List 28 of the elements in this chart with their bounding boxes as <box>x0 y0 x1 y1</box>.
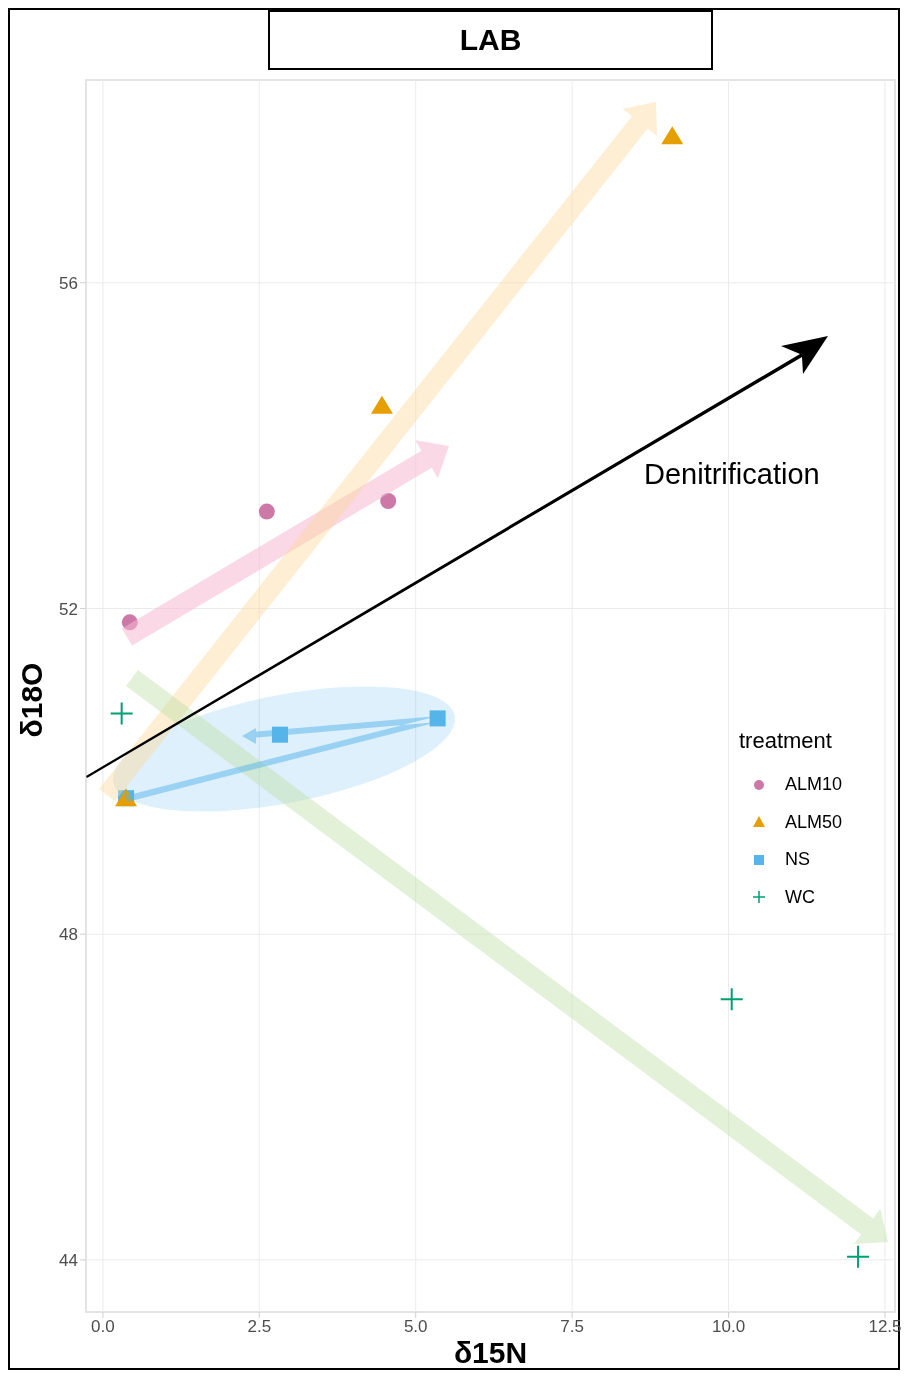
y-axis-title: δ18O <box>15 662 49 738</box>
legend-label: ALM10 <box>785 774 843 796</box>
point <box>121 614 138 631</box>
point <box>110 702 133 725</box>
legend-label: ALM50 <box>785 811 843 833</box>
legend-label: WC <box>785 886 815 908</box>
point <box>661 126 684 145</box>
x-tick-label: 5.0 <box>403 1317 428 1337</box>
point <box>370 395 393 414</box>
point <box>429 710 446 727</box>
y-tick-label: 44 <box>59 1250 78 1270</box>
y-tick-label: 48 <box>59 925 78 945</box>
point <box>720 988 743 1011</box>
chart-title: LAB <box>268 10 713 70</box>
x-tick-label: 10.0 <box>712 1317 746 1337</box>
point <box>271 726 288 743</box>
point <box>258 503 275 520</box>
point <box>380 492 397 509</box>
y-tick-label: 56 <box>59 273 78 293</box>
x-tick-label: 2.5 <box>247 1317 272 1337</box>
x-tick-label: 0.0 <box>91 1317 115 1337</box>
legend-title: treatment <box>739 728 833 754</box>
legend-label: NS <box>785 849 811 871</box>
x-axis-title: δ15N <box>452 1336 529 1370</box>
x-tick-label: 7.5 <box>560 1317 584 1337</box>
point <box>847 1245 870 1268</box>
annotation: Denitrification <box>644 458 820 491</box>
y-tick-label: 52 <box>59 599 78 619</box>
